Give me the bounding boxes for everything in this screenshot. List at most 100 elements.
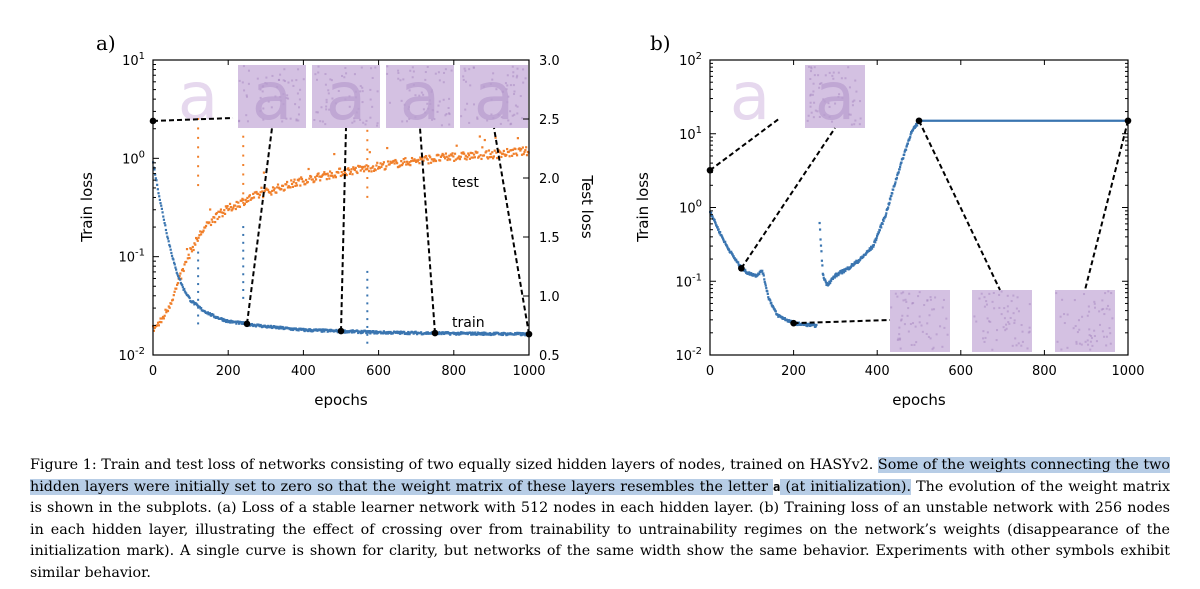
test-point xyxy=(202,229,205,232)
train-point xyxy=(408,333,411,336)
test-point xyxy=(489,152,492,156)
test-point xyxy=(271,189,274,193)
test-point xyxy=(404,157,407,160)
test-point xyxy=(216,217,219,221)
test-point xyxy=(161,317,164,320)
test-point xyxy=(356,171,359,175)
train-point xyxy=(750,272,753,275)
x-tick-label: 0 xyxy=(149,364,157,379)
test-point xyxy=(181,267,184,271)
train-point xyxy=(457,331,460,334)
test-point xyxy=(338,167,342,170)
train-point xyxy=(897,171,900,174)
train-point xyxy=(910,131,913,134)
test-point xyxy=(414,159,417,162)
train-point xyxy=(877,231,881,234)
test-point xyxy=(248,194,251,197)
train-point xyxy=(357,331,360,335)
test-point xyxy=(190,247,193,251)
test-point xyxy=(257,196,261,199)
train-spike-point xyxy=(242,288,245,291)
train-point xyxy=(161,211,164,214)
train-point xyxy=(170,254,174,257)
figure-caption: Figure 1: Train and test loss of network… xyxy=(30,455,1170,584)
train-point xyxy=(252,324,255,328)
thumbnail-letter: a xyxy=(815,58,856,135)
test-point xyxy=(405,160,409,163)
test-point xyxy=(323,171,326,174)
test-point xyxy=(444,152,448,155)
test-point xyxy=(166,309,170,313)
train-point xyxy=(165,232,168,235)
train-point xyxy=(382,332,385,335)
panel-a-frame xyxy=(152,59,530,356)
test-point xyxy=(232,206,235,209)
train-point xyxy=(842,270,846,274)
test-point xyxy=(508,155,511,158)
test-point xyxy=(493,149,496,152)
test-point xyxy=(178,274,181,278)
train-point xyxy=(179,278,182,281)
panel-b-label: b) xyxy=(650,31,671,55)
train-point xyxy=(727,247,730,250)
train-point xyxy=(169,248,172,251)
test-point xyxy=(445,155,448,158)
train-point xyxy=(457,333,461,336)
test-point xyxy=(412,159,415,162)
train-point xyxy=(514,332,517,335)
train-point xyxy=(875,238,878,242)
test-point xyxy=(261,190,264,193)
y-tick-label: 101 xyxy=(122,51,145,69)
test-point xyxy=(161,315,165,319)
test-point xyxy=(525,154,529,157)
train-point xyxy=(181,284,184,287)
test-spike-point xyxy=(242,173,245,176)
train-point xyxy=(893,182,897,186)
train-point xyxy=(501,333,505,336)
test-point xyxy=(364,168,367,171)
train-point xyxy=(730,251,733,255)
test-point xyxy=(242,203,246,207)
test-point xyxy=(355,170,358,173)
test-point xyxy=(314,178,318,181)
train-point xyxy=(480,333,483,336)
train-point xyxy=(157,192,160,195)
train-point xyxy=(266,326,269,329)
test-point xyxy=(515,154,519,157)
test-point xyxy=(270,193,273,196)
y2-tick-label: 2.0 xyxy=(539,172,560,187)
train-point xyxy=(819,238,822,241)
y2-tick-label: 0.5 xyxy=(539,349,560,364)
train-point xyxy=(188,296,191,300)
train-point xyxy=(334,330,337,333)
test-point xyxy=(153,326,156,330)
test-point xyxy=(515,152,518,155)
train-point xyxy=(466,331,469,334)
y-tick-label: 100 xyxy=(679,199,702,217)
test-point xyxy=(376,167,380,170)
train-point xyxy=(828,280,831,283)
train-point xyxy=(813,323,816,326)
train-point xyxy=(725,244,728,247)
train-point xyxy=(235,322,238,325)
test-point xyxy=(334,176,338,179)
train-spike-point xyxy=(197,251,200,254)
train-point xyxy=(167,240,170,243)
train-point xyxy=(308,329,311,332)
test-point xyxy=(286,186,290,189)
test-point xyxy=(197,236,200,239)
test-point xyxy=(454,158,457,161)
test-point xyxy=(319,179,322,182)
snapshot-marker xyxy=(431,329,439,337)
train-spike-point xyxy=(197,283,200,286)
panel-a-xlabel: epochs xyxy=(314,391,368,409)
train-point xyxy=(728,248,731,252)
test-point xyxy=(217,210,220,213)
test-point xyxy=(381,163,385,166)
train-point xyxy=(386,331,389,334)
test-point xyxy=(521,146,524,149)
snapshot-connector xyxy=(709,117,781,172)
train-point xyxy=(158,198,161,201)
train-point xyxy=(229,321,232,324)
train-point xyxy=(499,333,503,336)
